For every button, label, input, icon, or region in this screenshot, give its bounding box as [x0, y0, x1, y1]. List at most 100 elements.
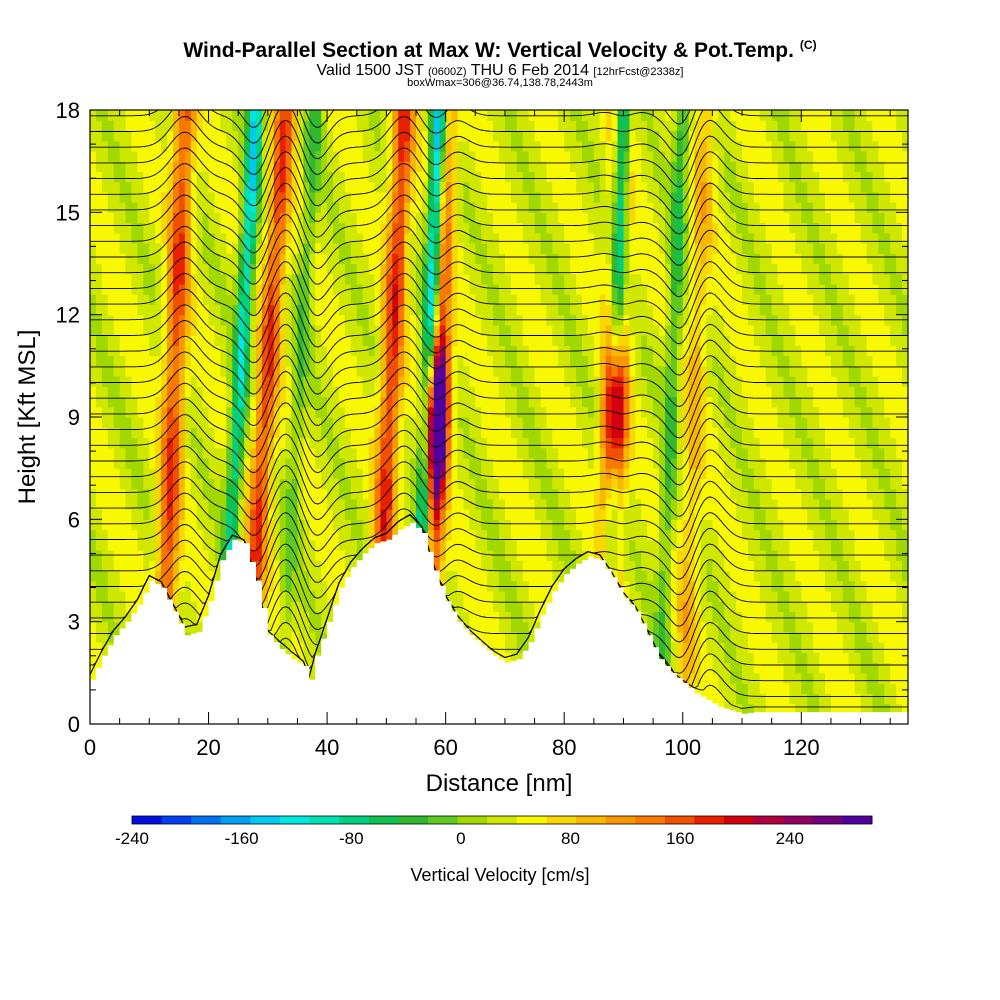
velocity-cell — [315, 171, 322, 183]
x-axis: 0 20 40 60 80 100 120 — [84, 110, 891, 760]
velocity-cell — [617, 191, 625, 203]
velocity-cell — [297, 386, 304, 398]
velocity-cell — [451, 509, 470, 520]
velocity-cell — [528, 488, 542, 500]
velocity-cell — [457, 202, 465, 213]
velocity-cell — [558, 263, 571, 275]
velocity-cell — [718, 243, 731, 254]
velocity-cell — [872, 406, 885, 418]
velocity-cell — [623, 509, 642, 520]
velocity-cell — [250, 478, 257, 490]
velocity-cell — [273, 212, 281, 224]
velocity-cell — [309, 294, 316, 306]
velocity-cell — [836, 560, 850, 572]
velocity-cell — [783, 202, 802, 213]
velocity-cell — [416, 120, 423, 132]
velocity-cell — [167, 130, 174, 142]
velocity-cell — [119, 232, 133, 244]
velocity-cell — [712, 355, 719, 367]
velocity-cell — [854, 396, 868, 408]
velocity-cell — [605, 509, 613, 520]
velocity-cell — [813, 539, 832, 551]
velocity-cell — [220, 519, 227, 531]
velocity-cell — [605, 376, 613, 387]
velocity-cell — [315, 550, 346, 561]
velocity-cell — [872, 355, 897, 367]
velocity-cell — [783, 150, 796, 162]
velocity-cell — [504, 171, 524, 183]
velocity-cell — [795, 191, 808, 203]
velocity-cell — [226, 406, 233, 418]
velocity-cell — [392, 263, 399, 275]
velocity-cell — [386, 283, 393, 295]
velocity-cell — [267, 457, 275, 469]
velocity-cell — [344, 171, 370, 183]
velocity-cell — [149, 294, 156, 306]
velocity-cell — [516, 539, 548, 551]
velocity-cell — [670, 519, 678, 531]
velocity-cell — [261, 273, 269, 285]
velocity-cell — [730, 110, 761, 121]
velocity-cell — [119, 427, 133, 439]
velocity-cell — [380, 478, 393, 490]
velocity-cell — [374, 529, 382, 541]
velocity-cell — [670, 560, 678, 572]
velocity-cell — [238, 222, 245, 234]
velocity-cell — [676, 232, 684, 244]
velocity-cell — [605, 365, 613, 377]
velocity-cell — [178, 621, 204, 633]
velocity-cell — [629, 161, 642, 172]
velocity-cell — [664, 437, 678, 449]
velocity-cell — [825, 683, 856, 694]
velocity-cell — [659, 580, 666, 592]
velocity-cell — [137, 212, 150, 224]
velocity-cell — [226, 140, 239, 152]
velocity-cell — [623, 457, 631, 469]
velocity-cell — [641, 498, 660, 510]
velocity-cell — [617, 519, 625, 531]
velocity-cell — [161, 304, 168, 316]
velocity-cell — [226, 509, 233, 520]
velocity-cell — [172, 345, 180, 357]
velocity-cell — [694, 498, 737, 510]
velocity-cell — [172, 437, 180, 449]
velocity-cell — [682, 232, 690, 244]
velocity-cell — [433, 150, 441, 162]
velocity-cell — [137, 150, 174, 162]
velocity-cell — [629, 191, 636, 203]
velocity-cell — [670, 253, 678, 265]
velocity-cell — [172, 171, 180, 183]
velocity-cell — [291, 304, 299, 316]
velocity-cell — [214, 202, 239, 213]
velocity-cell — [836, 570, 850, 582]
velocity-cell — [576, 171, 589, 183]
velocity-cell — [374, 406, 382, 418]
velocity-cell — [700, 324, 708, 336]
velocity-cell — [546, 304, 559, 316]
velocity-cell — [416, 427, 429, 439]
velocity-cell — [546, 171, 577, 183]
velocity-cell — [398, 161, 405, 172]
velocity-cell — [706, 181, 713, 193]
velocity-cell — [421, 130, 429, 142]
velocity-cell — [457, 580, 488, 592]
velocity-cell — [451, 202, 459, 213]
velocity-cell — [184, 417, 210, 428]
velocity-cell — [421, 324, 429, 336]
velocity-cell — [706, 417, 713, 428]
velocity-cell — [700, 529, 719, 541]
velocity-cell — [255, 324, 263, 336]
velocity-cell — [131, 181, 144, 193]
velocity-cell — [872, 120, 897, 132]
velocity-cell — [392, 110, 399, 121]
velocity-cell — [742, 243, 755, 254]
velocity-cell — [753, 191, 785, 203]
velocity-cell — [445, 294, 453, 306]
velocity-cell — [688, 232, 696, 244]
velocity-cell — [267, 283, 275, 295]
velocity-cell — [338, 304, 358, 316]
velocity-cell — [167, 243, 174, 254]
velocity-cell — [581, 294, 601, 306]
velocity-cell — [433, 539, 441, 551]
velocity-cell — [611, 191, 619, 203]
